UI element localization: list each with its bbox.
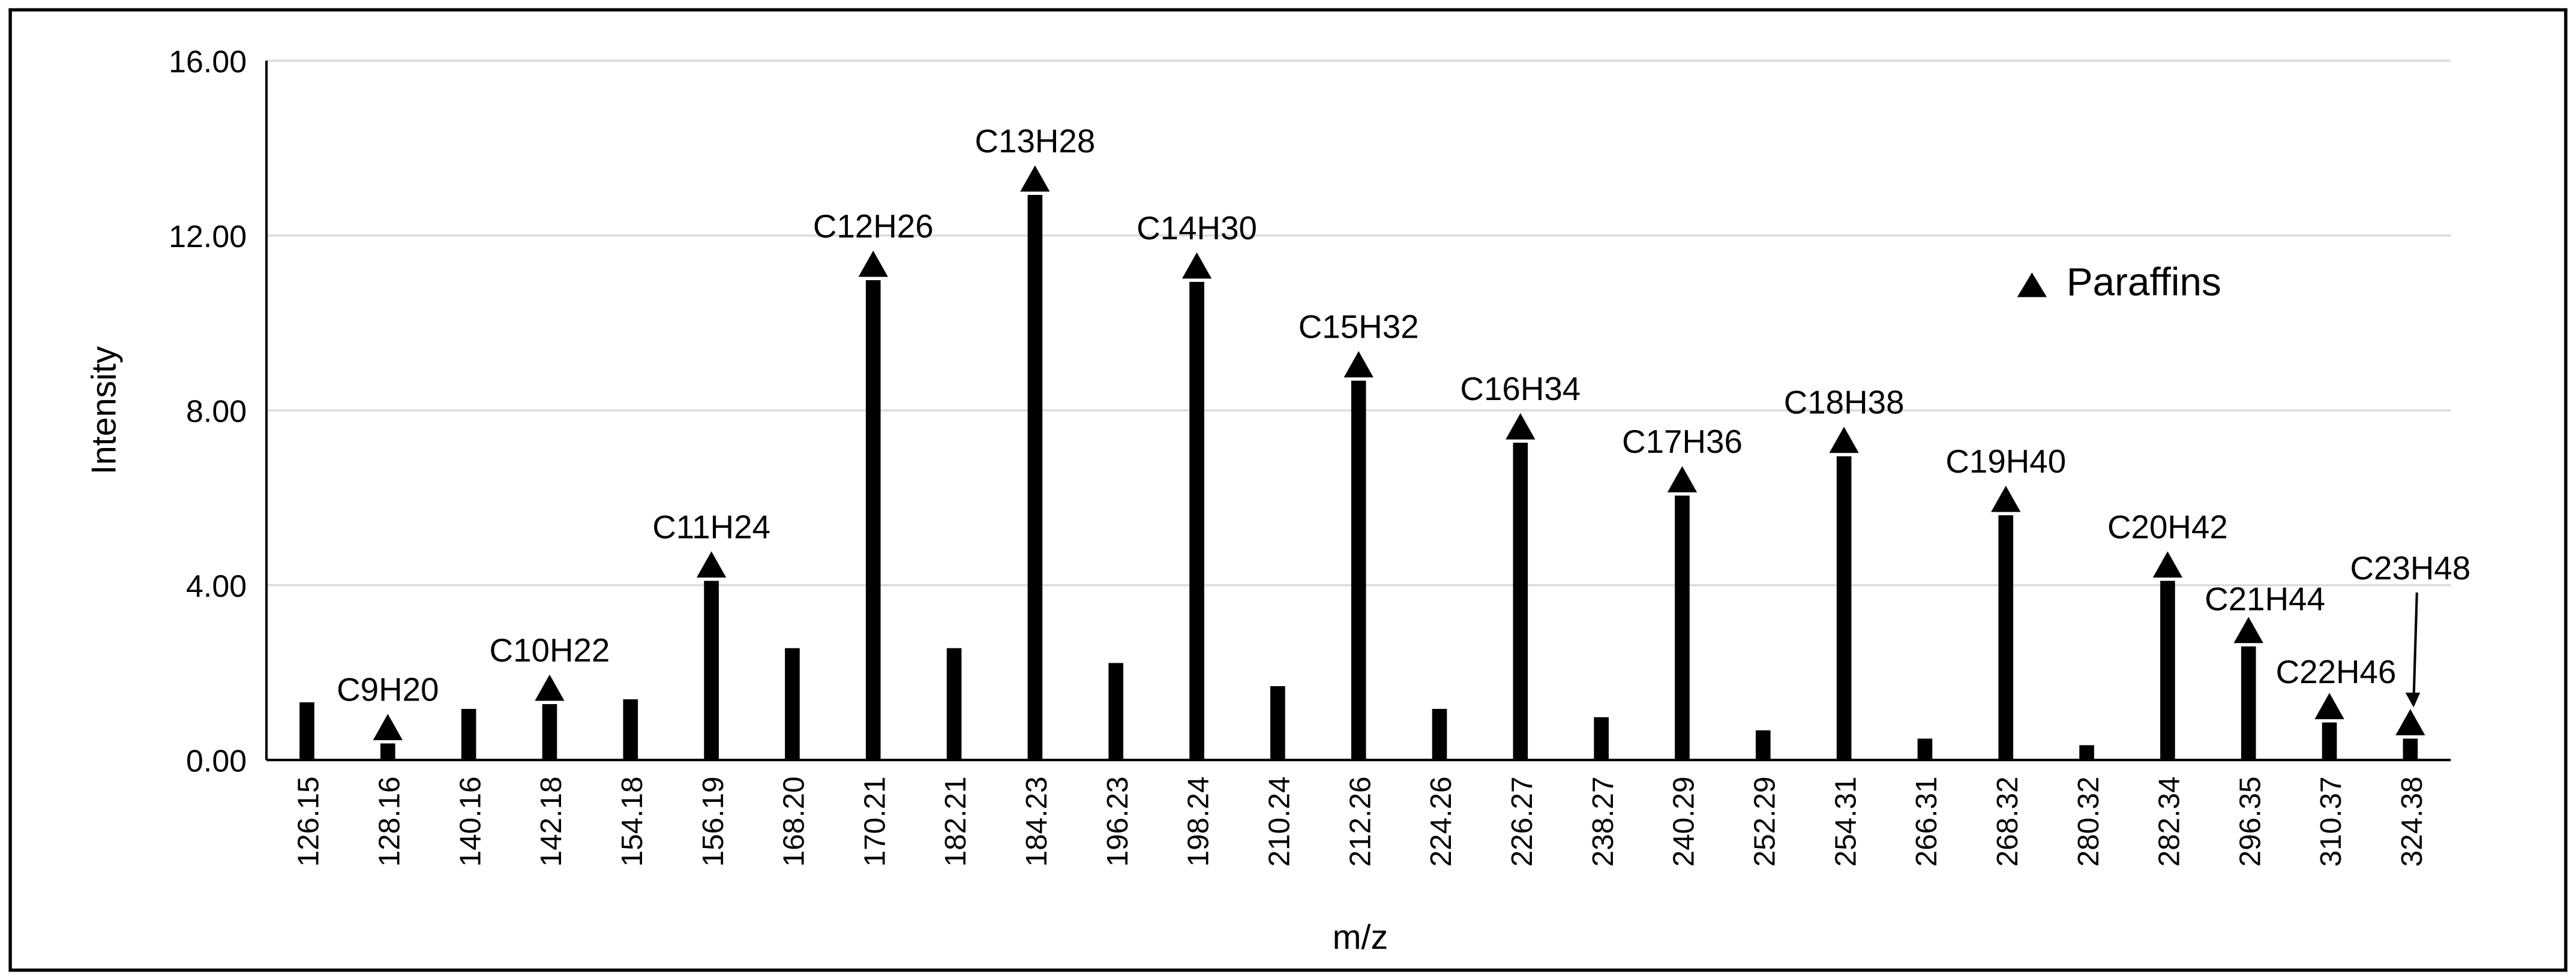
paraffin-marker: [1829, 426, 1859, 453]
x-tick-label: 126.15: [292, 777, 325, 867]
legend-label: Paraffins: [2067, 260, 2221, 304]
paraffin-marker: [1506, 413, 1536, 440]
paraffin-marker: [1667, 466, 1698, 492]
paraffin-marker: [1020, 165, 1050, 192]
chart-border: [8, 8, 2568, 972]
marker-label: C16H34: [1460, 370, 1581, 407]
marker-label: C15H32: [1299, 308, 1419, 345]
bar: [1432, 708, 1447, 760]
bar: [1108, 663, 1124, 760]
x-tick-label: 252.29: [1748, 777, 1781, 867]
x-tick-label: 128.16: [373, 777, 406, 867]
annotation-arrow: [2412, 592, 2418, 703]
x-tick-label: 168.20: [778, 777, 811, 867]
bar: [865, 280, 881, 760]
x-tick-label: 224.26: [1425, 777, 1458, 867]
y-tick-label: 12.00: [169, 220, 247, 254]
marker-label: C17H36: [1622, 423, 1743, 460]
bar: [461, 708, 476, 760]
paraffin-marker: [2395, 709, 2425, 736]
y-tick-label: 0.00: [186, 744, 247, 778]
x-tick-label: 240.29: [1668, 777, 1701, 867]
x-tick-label: 210.24: [1263, 777, 1296, 867]
marker-label: C21H44: [2205, 581, 2325, 618]
bar: [1675, 495, 1690, 760]
paraffin-marker: [1181, 252, 1212, 279]
x-axis-title: m/z: [1333, 918, 1389, 957]
x-tick-label: 280.32: [2072, 777, 2105, 867]
paraffin-marker: [535, 674, 565, 701]
bar: [1998, 515, 2014, 760]
x-tick-label: 254.31: [1829, 777, 1862, 867]
y-tick-label: 8.00: [186, 394, 247, 429]
x-tick-label: 282.34: [2153, 777, 2186, 867]
marker-label: C9H20: [337, 671, 439, 708]
x-tick-label: 170.21: [858, 777, 891, 867]
marker-label: C20H42: [2107, 508, 2228, 545]
bar: [2160, 581, 2175, 760]
bar: [542, 704, 557, 760]
marker-label: C22H46: [2276, 653, 2397, 690]
marker-label: C12H26: [813, 208, 934, 245]
marker-label: C14H30: [1136, 209, 1257, 246]
bar: [1917, 738, 1933, 760]
x-tick-label: 182.21: [939, 777, 972, 867]
marker-label: C23H48: [2350, 549, 2470, 587]
paraffin-marker: [1991, 485, 2021, 512]
legend: Paraffins: [2017, 260, 2221, 304]
bar: [1189, 282, 1204, 760]
x-tick-label: 324.38: [2395, 777, 2428, 867]
bar: [1351, 380, 1366, 760]
paraffin-marker: [696, 551, 727, 578]
bar: [1755, 730, 1771, 760]
annotation-arrowhead: [2405, 692, 2421, 708]
bar: [1027, 194, 1043, 760]
x-tick-label: 212.26: [1344, 777, 1377, 867]
bar: [1836, 456, 1852, 760]
paraffin-marker: [373, 714, 403, 741]
marker-label: C10H22: [490, 632, 610, 669]
bar: [946, 648, 962, 760]
x-tick-label: 226.27: [1506, 777, 1539, 867]
bar: [2403, 738, 2418, 760]
x-tick-label: 140.16: [454, 777, 487, 867]
x-tick-label: 266.31: [1910, 777, 1943, 867]
paraffin-marker: [858, 250, 888, 277]
paraffin-marker: [1344, 351, 1374, 378]
bar: [623, 699, 638, 760]
x-tick-label: 310.37: [2314, 777, 2347, 867]
legend-marker: [2017, 272, 2047, 297]
paraffin-marker: [2152, 551, 2183, 578]
marker-label: C13H28: [974, 122, 1095, 160]
x-tick-label: 296.35: [2233, 777, 2266, 867]
x-tick-label: 156.19: [697, 777, 730, 867]
bar: [785, 648, 800, 760]
bar: [299, 702, 314, 760]
y-tick-label: 16.00: [169, 44, 247, 79]
bar: [1270, 686, 1285, 760]
x-tick-label: 196.23: [1101, 777, 1134, 867]
bar: [2241, 646, 2256, 760]
bar: [704, 581, 719, 760]
bar: [1594, 717, 1609, 760]
x-tick-label: 268.32: [1991, 777, 2024, 867]
marker-label: C18H38: [1784, 384, 1905, 421]
x-tick-label: 184.23: [1020, 777, 1053, 867]
x-tick-label: 238.27: [1587, 777, 1620, 867]
paraffin-marker: [2233, 617, 2263, 644]
paraffin-marker: [2314, 693, 2344, 720]
y-axis-title: Intensity: [85, 346, 123, 474]
x-tick-label: 154.18: [616, 777, 649, 867]
marker-label: C19H40: [1945, 443, 2066, 480]
marker-label: C11H24: [652, 508, 770, 545]
bar: [2079, 745, 2094, 760]
x-tick-label: 142.18: [535, 777, 568, 867]
bar: [380, 743, 395, 760]
bar: [1513, 443, 1528, 760]
bar: [2322, 722, 2337, 760]
x-tick-label: 198.24: [1182, 777, 1215, 867]
y-tick-label: 4.00: [186, 569, 247, 604]
